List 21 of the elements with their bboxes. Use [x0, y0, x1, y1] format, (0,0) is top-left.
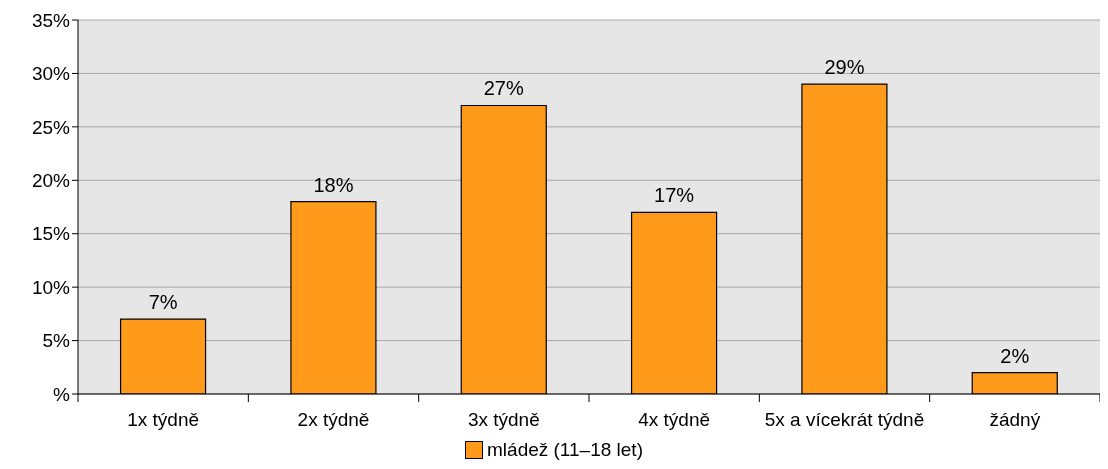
y-tick-label: 20%: [31, 170, 71, 192]
y-tick-label: 10%: [31, 276, 71, 298]
data-label: 2%: [1000, 344, 1030, 367]
legend-label: mládež (11–18 let): [486, 439, 643, 461]
data-label: 29%: [824, 56, 865, 79]
y-tick-label: 30%: [31, 63, 71, 85]
y-tick-label: 35%: [31, 9, 71, 31]
y-tick-label: 15%: [31, 223, 71, 245]
x-tick-label: 3x týdně: [467, 409, 540, 430]
x-tick-label: 1x týdně: [127, 409, 200, 430]
data-label: 18%: [313, 173, 354, 196]
x-tick-label: 4x týdně: [638, 409, 711, 430]
y-tick-label: 5%: [42, 330, 71, 352]
y-tick-label: %: [53, 383, 71, 405]
x-tick-label: žádný: [989, 409, 1041, 430]
data-label: 17%: [654, 184, 695, 207]
y-tick-label: 25%: [31, 116, 71, 138]
x-tick-label: 5x a vícekrát týdně: [764, 409, 925, 430]
data-label: 27%: [483, 77, 524, 100]
data-label: 7%: [148, 291, 178, 314]
x-tick-label: 2x týdně: [297, 409, 370, 430]
